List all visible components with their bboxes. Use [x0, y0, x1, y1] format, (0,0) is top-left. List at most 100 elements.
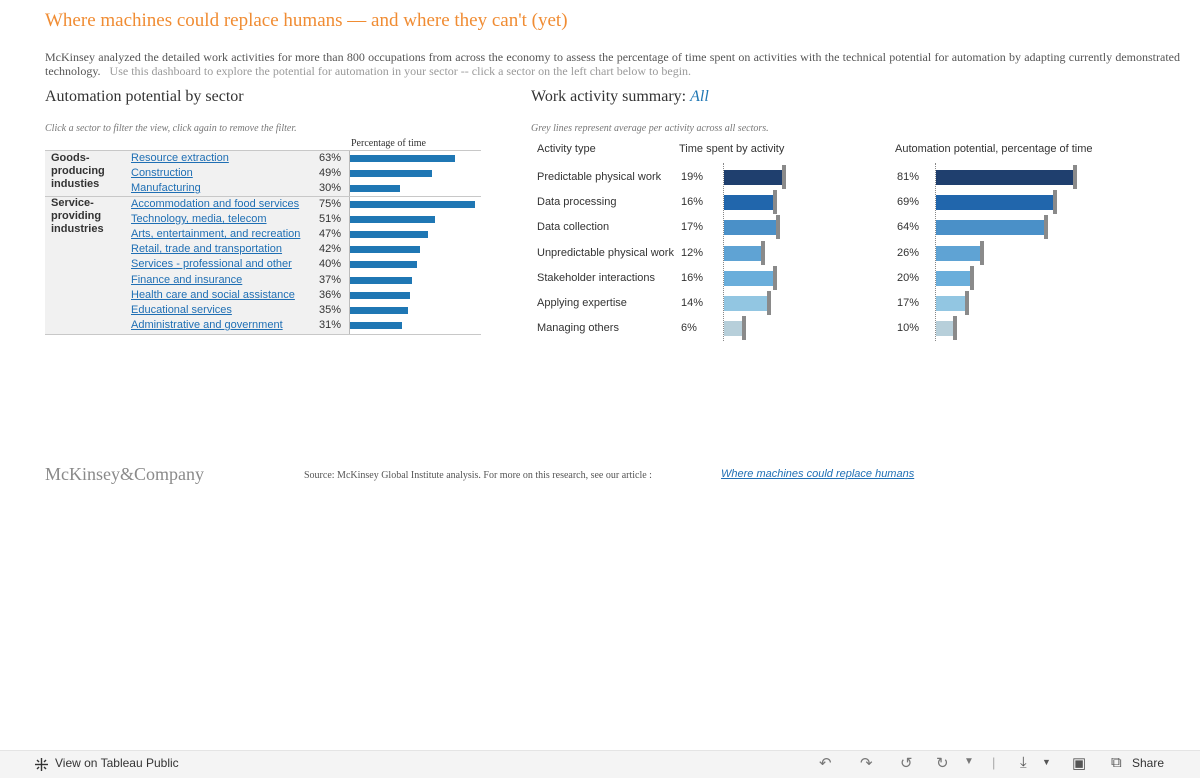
intro-text: McKinsey analyzed the detailed work acti…	[45, 50, 1180, 78]
intro-hint: Use this dashboard to explore the potent…	[109, 64, 692, 78]
group-divider	[45, 196, 481, 197]
article-link[interactable]: Where machines could replace humans	[721, 468, 915, 480]
automation-bar[interactable]	[936, 245, 980, 261]
fullscreen-icon[interactable]: ▣	[1072, 755, 1087, 772]
sector-percentage: 63%	[319, 152, 342, 164]
sector-bar[interactable]	[350, 246, 420, 254]
sector-bar[interactable]	[350, 276, 412, 284]
redo-icon[interactable]: ↷	[860, 755, 873, 772]
sector-bar[interactable]	[350, 261, 417, 269]
sector-link[interactable]: Health care and social assistance	[131, 288, 295, 301]
sector-link[interactable]: Arts, entertainment, and recreation	[131, 228, 301, 241]
automation-percentage: 10%	[897, 322, 920, 335]
time-bar[interactable]	[724, 195, 773, 211]
time-axis-line	[723, 163, 724, 341]
sector-percentage: 47%	[319, 228, 342, 241]
sector-link[interactable]: Manufacturing	[131, 182, 201, 195]
time-percentage: 19%	[681, 171, 704, 183]
source-note: Source: McKinsey Global Institute analys…	[304, 470, 652, 481]
sector-link[interactable]: Finance and insurance	[131, 273, 243, 286]
automation-percentage: 81%	[897, 171, 920, 183]
activity-filter-value: All	[690, 88, 709, 105]
intro-body: McKinsey analyzed the detailed work acti…	[45, 50, 1180, 78]
revert-icon[interactable]: ↺	[900, 755, 913, 772]
activity-name: Unpredictable physical work	[537, 246, 674, 259]
sector-percentage: 30%	[319, 182, 342, 195]
activity-panel-title: Work activity summary: All	[531, 88, 709, 106]
mckinsey-logo: McKinsey&Company	[45, 464, 204, 484]
sector-bar[interactable]	[350, 231, 429, 239]
sector-table: Goods-producing industies Resource extrac…	[45, 150, 481, 335]
sector-bar[interactable]	[350, 306, 409, 314]
time-percentage: 16%	[681, 271, 704, 284]
automation-bar[interactable]	[936, 220, 1045, 236]
automation-potential-header: Automation potential, percentage of time	[895, 143, 1093, 155]
automation-bar[interactable]	[936, 170, 1073, 185]
pause-dropdown-icon[interactable]: ▼	[964, 756, 974, 767]
automation-bar[interactable]	[936, 296, 965, 311]
sector-link[interactable]: Educational services	[131, 303, 232, 316]
sector-bar[interactable]	[350, 321, 402, 329]
sector-percentage: 31%	[319, 318, 342, 331]
time-percentage: 16%	[681, 196, 704, 209]
sector-percentage: 75%	[319, 198, 342, 210]
time-bar[interactable]	[724, 245, 761, 261]
sector-link[interactable]: Retail, trade and transportation	[131, 243, 283, 256]
activity-name: Stakeholder interactions	[537, 271, 656, 284]
sector-bar[interactable]	[350, 185, 400, 193]
time-percentage: 17%	[681, 221, 704, 234]
automation-average-marker	[969, 265, 974, 290]
sector-plot-axis	[349, 151, 350, 334]
sector-link[interactable]: Resource extraction	[131, 152, 229, 164]
automation-percentage: 17%	[897, 297, 920, 309]
tableau-logo-icon	[35, 758, 48, 771]
sector-percentage: 36%	[319, 288, 342, 301]
time-average-marker	[766, 291, 771, 315]
time-percentage: 12%	[681, 246, 704, 259]
share-icon[interactable]: ⧉	[1111, 754, 1122, 771]
sector-percentage: 40%	[319, 258, 342, 271]
time-percentage: 6%	[681, 322, 697, 335]
sector-link[interactable]: Accommodation and food services	[131, 198, 300, 210]
time-bar[interactable]	[724, 321, 743, 337]
share-button[interactable]: Share	[1132, 756, 1165, 770]
time-bar[interactable]	[724, 296, 767, 311]
time-average-marker	[775, 215, 780, 240]
sector-panel-title: Automation potential by sector	[45, 88, 244, 105]
time-average-marker	[772, 190, 777, 215]
undo-icon[interactable]: ↶	[819, 755, 832, 772]
automation-bar[interactable]	[936, 321, 953, 337]
sector-bar[interactable]	[350, 201, 475, 208]
view-on-tableau-link[interactable]: View on Tableau Public	[55, 756, 179, 770]
automation-bar[interactable]	[936, 195, 1053, 211]
page-title: Where machines could replace humans — an…	[45, 10, 568, 31]
time-bar[interactable]	[724, 220, 776, 236]
sector-link[interactable]: Construction	[131, 167, 193, 180]
activity-type-header: Activity type	[537, 143, 596, 155]
automation-bar[interactable]	[936, 270, 970, 286]
sector-link[interactable]: Technology, media, telecom	[131, 213, 267, 226]
average-line-note: Grey lines represent average per activit…	[531, 123, 769, 134]
time-average-marker	[742, 316, 747, 341]
sector-link[interactable]: Services - professional and other	[131, 258, 292, 271]
automation-average-marker	[979, 240, 984, 265]
time-bar[interactable]	[724, 270, 773, 286]
tableau-toolbar: View on Tableau Public ↶ ↷ ↺ ↻ ▼ | ⤓ ▼ ▣…	[0, 750, 1200, 778]
automation-average-marker	[952, 316, 957, 341]
time-bar[interactable]	[724, 170, 782, 185]
activity-name: Data processing	[537, 196, 617, 209]
time-spent-header: Time spent by activity	[679, 143, 785, 155]
sector-plot-area	[349, 151, 481, 334]
automation-average-marker	[1073, 165, 1077, 189]
refresh-icon[interactable]: ↻	[936, 755, 949, 772]
sector-bar[interactable]	[350, 155, 455, 162]
download-dropdown-icon[interactable]: ▼	[1042, 757, 1051, 767]
automation-average-marker	[1044, 215, 1049, 240]
sector-bar[interactable]	[350, 170, 432, 178]
sector-bar[interactable]	[350, 291, 410, 299]
percentage-column-header: Percentage of time	[351, 138, 426, 149]
automation-average-marker	[964, 291, 969, 315]
sector-link[interactable]: Administrative and government	[131, 318, 283, 331]
download-icon[interactable]: ⤓	[1020, 754, 1027, 771]
sector-bar[interactable]	[350, 216, 435, 224]
